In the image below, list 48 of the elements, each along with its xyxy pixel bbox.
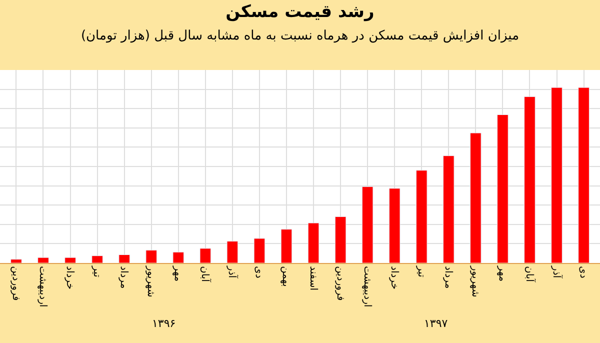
bar — [497, 114, 508, 263]
x-tick-label: فروردین — [334, 266, 346, 302]
bar — [334, 216, 346, 263]
bar — [64, 257, 76, 263]
bar — [524, 96, 536, 263]
x-tick-label: اردیبهشت — [361, 266, 372, 308]
bar — [226, 240, 238, 263]
bar — [10, 259, 22, 263]
bar — [200, 248, 212, 263]
x-tick-label: آذر — [550, 265, 564, 280]
chart-title: رشد قیمت مسکن — [226, 2, 374, 22]
bar — [388, 188, 400, 263]
bar — [38, 257, 49, 263]
bar — [146, 250, 158, 263]
x-tick-label: مرداد — [118, 266, 130, 289]
bar — [254, 238, 266, 263]
x-tick-label: آبان — [199, 266, 212, 284]
bar — [416, 170, 428, 263]
x-tick-label: مهر — [496, 265, 508, 282]
x-tick-label: دی — [253, 266, 264, 278]
bar — [308, 222, 320, 263]
bar — [551, 87, 562, 263]
x-tick-label: مهر — [172, 265, 184, 282]
x-tick-label: دی — [578, 266, 589, 278]
bar — [118, 254, 130, 263]
x-tick-label: شهریور — [469, 265, 480, 298]
bar — [172, 252, 184, 263]
bar — [470, 132, 482, 263]
chart-subtitle: میزان افزایش قیمت مسکن در هرماه نسبت به ماه مشابه سال قبل (هزار تومان) — [80, 28, 520, 44]
x-tick-label: آبان — [523, 266, 536, 284]
text: ۱۳۹۷ — [424, 317, 448, 330]
bar — [92, 256, 103, 263]
x-tick-label: خرداد — [388, 266, 400, 290]
x-tick-label: فروردین — [10, 266, 21, 302]
x-tick-label: تیر — [415, 265, 426, 278]
x-tick-label: آذر — [226, 265, 240, 280]
bar — [578, 87, 590, 263]
x-tick-label: بهمن — [280, 266, 292, 287]
bar — [362, 186, 374, 263]
text: ۱۳۹۶ — [152, 317, 176, 330]
x-tick-label: شهریور — [145, 265, 156, 298]
bar — [442, 156, 454, 263]
x-tick-label: خرداد — [64, 266, 76, 290]
bar — [280, 229, 292, 263]
x-tick-label: تیر — [91, 265, 102, 278]
x-tick-label: اسفند — [307, 266, 318, 290]
x-tick-label: اردیبهشت — [36, 266, 48, 308]
x-tick-label: مرداد — [442, 266, 454, 289]
